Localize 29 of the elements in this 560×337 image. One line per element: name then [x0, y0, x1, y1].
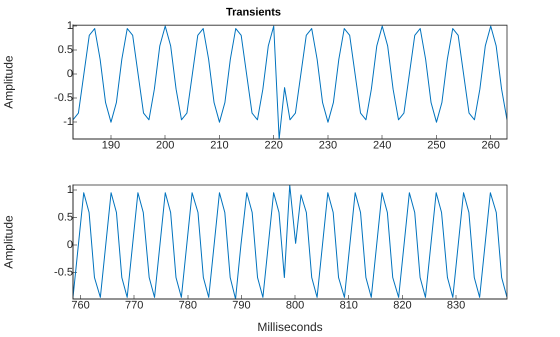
x-tick-label: 780 [178, 300, 197, 312]
y-axis-title: Amplitude [2, 55, 16, 109]
x-tick-label: 260 [482, 140, 500, 152]
x-tick-label: 240 [373, 140, 392, 152]
x-tick-label: 830 [446, 300, 466, 312]
y-tick-label: 0.5 [58, 212, 73, 224]
x-tick-label: 810 [340, 300, 358, 312]
y-tick-label: 0.5 [58, 44, 73, 56]
x-tick-label: 220 [264, 140, 283, 152]
x-tick-label: 190 [102, 140, 120, 152]
x-tick-label: 210 [210, 140, 229, 152]
y-tick-label: -0.5 [54, 266, 73, 279]
x-tick-label: 770 [124, 300, 144, 312]
y-tick-label: 0 [66, 239, 73, 252]
y-tick-label: 1 [66, 184, 73, 196]
x-tick-label: 790 [232, 300, 251, 312]
x-tick-label: 820 [393, 300, 412, 312]
x-tick-label: 250 [427, 140, 446, 152]
x-axis-title: Milliseconds [257, 320, 323, 334]
x-tick-label: 800 [286, 300, 304, 312]
y-tick-label: 0 [66, 68, 73, 80]
x-tick-label: 760 [71, 300, 90, 312]
chart-title: Transients [226, 6, 282, 19]
x-tick-label: 230 [318, 140, 338, 152]
y-axis-title: Amplitude [2, 215, 16, 269]
y-tick-label: 1 [66, 20, 73, 32]
x-tick-label: 200 [156, 140, 174, 152]
y-tick-label: -0.5 [54, 92, 73, 104]
y-tick-label: -1 [63, 116, 73, 128]
